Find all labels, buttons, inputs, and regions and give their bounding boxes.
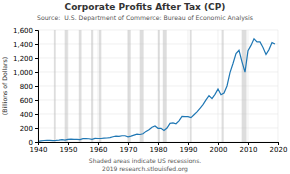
y-tick-mark [35,128,38,129]
y-tick-label: 1,000 [13,69,33,77]
recession-band [91,30,93,142]
y-tick: 1,000 [13,69,38,77]
x-tick-label: 2010 [240,146,258,154]
y-tick-mark [35,44,38,45]
recession-band [65,30,68,142]
grid-line-x [218,30,219,142]
x-tick: 1980 [150,142,168,154]
chart: 1940 1950 1960 1970 1980 1990 2000 2010 2020 0 200… [0,0,290,174]
recession-band [79,30,82,142]
recession-band [54,30,56,142]
x-tick-label: 2000 [210,146,228,154]
x-tick: 2020 [270,142,288,154]
y-axis: 0 200 400 600 800 1,000 1,200 1,400 1,600 [13,27,39,147]
x-tick-mark [98,142,99,145]
y-tick: 200 [20,125,38,133]
y-tick: 1,400 [13,41,38,49]
y-tick: 1,200 [13,55,38,63]
x-tick: 1960 [90,142,108,154]
x-tick: 1970 [120,142,138,154]
x-tick: 2010 [240,142,258,154]
recession-band [128,30,131,142]
y-tick: 0 [29,139,38,147]
recessions [54,30,247,142]
annotations: Shaded areas indicate US recessions.2019… [89,157,201,173]
x-tick-mark [218,142,219,145]
y-tick-label: 0 [29,139,33,147]
x-tick: 1950 [60,142,78,154]
grid-line-x [248,30,249,142]
y-tick-mark [35,58,38,59]
recession-band [222,30,224,142]
y-tick-label: 600 [20,97,33,105]
y-tick-label: 1,600 [13,27,33,35]
x-tick-mark [278,142,279,145]
x-tick-mark [128,142,129,145]
y-tick-label: 1,400 [13,41,33,49]
y-tick-label: 400 [20,111,33,119]
recession-band [158,30,160,142]
plot-marks [38,30,275,142]
x-tick-label: 1960 [90,146,108,154]
y-tick: 600 [20,97,38,105]
recession-band [99,30,101,142]
x-tick-label: 1980 [150,146,168,154]
recession-band [163,30,167,142]
x-axis-line [39,143,279,146]
x-axis: 1940 1950 1960 1970 1980 1990 2000 2010 2020 [30,142,288,154]
grid-line-x [188,30,189,142]
x-tick-label: 1950 [60,146,78,154]
y-tick-mark [35,72,38,73]
x-tick-mark [68,142,69,145]
y-tick-label: 1,200 [13,55,33,63]
recession-band [190,30,192,142]
x-tick: 1990 [180,142,198,154]
y-tick-mark [35,100,38,101]
data-line [38,39,275,142]
y-tick: 1,600 [13,27,38,35]
x-tick-mark [158,142,159,145]
x-tick-label: 1940 [30,146,48,154]
y-tick: 400 [20,111,38,119]
y-tick-mark [35,86,38,87]
note: Shaded areas indicate US recessions. [89,157,201,164]
x-tick-label: 1970 [120,146,138,154]
grid [38,30,278,142]
y-tick-mark [35,142,38,143]
x-tick-label: 2020 [270,146,288,154]
grid-line-x [98,30,99,142]
x-tick-mark [248,142,249,145]
x-tick: 2000 [210,142,228,154]
y-tick-label: 200 [20,125,33,133]
x-tick-mark [188,142,189,145]
note: 2019 research.stlouisfed.org [102,165,188,173]
y-tick: 800 [20,83,38,91]
y-tick-mark [35,30,38,31]
y-tick-mark [35,114,38,115]
y-axis-title: (Billions of Dollars) [1,57,8,115]
y-tick-label: 800 [20,83,33,91]
recession-band [242,30,247,142]
subtitle: Source: U.S. Department of Commerce: Bur… [37,14,253,22]
x-tick-label: 1990 [180,146,198,154]
recession-band [140,30,144,142]
title: Corporate Profits After Tax (CP) [65,2,226,12]
y-axis-line [35,31,39,143]
grid-line-x [278,30,279,142]
